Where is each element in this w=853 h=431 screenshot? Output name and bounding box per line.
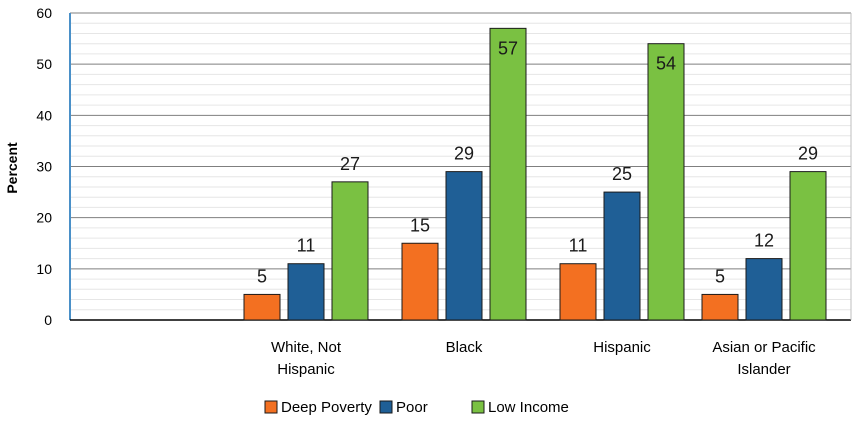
legend-swatch (379, 400, 393, 414)
legend-label: Low Income (488, 399, 569, 416)
bar-deep-poverty (559, 263, 597, 321)
bar-poor (287, 263, 325, 321)
bar-deep-poverty (243, 293, 281, 321)
bar-deep-poverty (701, 293, 739, 321)
data-label: 15 (410, 215, 430, 235)
data-labels-layer: 5 11 27 15 29 57 11 25 54 5 12 29 (257, 38, 818, 286)
bars-layer (243, 27, 827, 321)
data-label: 11 (297, 236, 316, 256)
bar-low-income (789, 171, 827, 321)
bar-poor (445, 171, 483, 321)
data-label: 29 (798, 144, 818, 164)
x-category-label: Hispanic (593, 339, 651, 356)
legend-label: Deep Poverty (281, 399, 372, 416)
y-tick-label: 20 (36, 210, 52, 226)
data-label: 11 (569, 236, 588, 256)
legend: Deep Poverty Poor Low Income (264, 399, 569, 416)
bar-low-income (647, 43, 685, 321)
y-tick-label: 60 (36, 5, 52, 21)
y-tick-label: 0 (44, 312, 52, 328)
bar-deep-poverty (401, 242, 439, 321)
y-axis-title: Percent (4, 142, 20, 194)
legend-swatch (264, 400, 278, 414)
data-label: 25 (612, 164, 632, 184)
x-category-label: Hispanic (277, 361, 335, 378)
x-category-label: Asian or Pacific (712, 339, 816, 356)
data-label: 5 (257, 266, 267, 286)
data-label: 57 (498, 38, 518, 58)
x-category-label: Islander (737, 361, 790, 378)
data-label: 29 (454, 144, 474, 164)
bar-low-income (331, 181, 369, 321)
y-tick-label: 10 (36, 261, 52, 277)
data-label: 27 (340, 154, 360, 174)
data-label: 12 (754, 231, 774, 251)
axis-layer: 0 10 20 30 40 50 60 White, Not Hispanic Black Hisp… (36, 5, 852, 378)
bar-poor (745, 258, 783, 321)
y-tick-label: 50 (36, 56, 52, 72)
data-label: 5 (715, 266, 725, 286)
x-category-label: White, Not (271, 339, 342, 356)
legend-label: Poor (396, 399, 428, 416)
legend-swatch (471, 400, 485, 414)
x-category-label: Black (446, 339, 483, 356)
y-tick-label: 40 (36, 107, 52, 123)
bar-poor (603, 191, 641, 321)
y-tick-label: 30 (36, 159, 52, 175)
bar-low-income (489, 27, 527, 321)
data-label: 54 (656, 54, 676, 74)
